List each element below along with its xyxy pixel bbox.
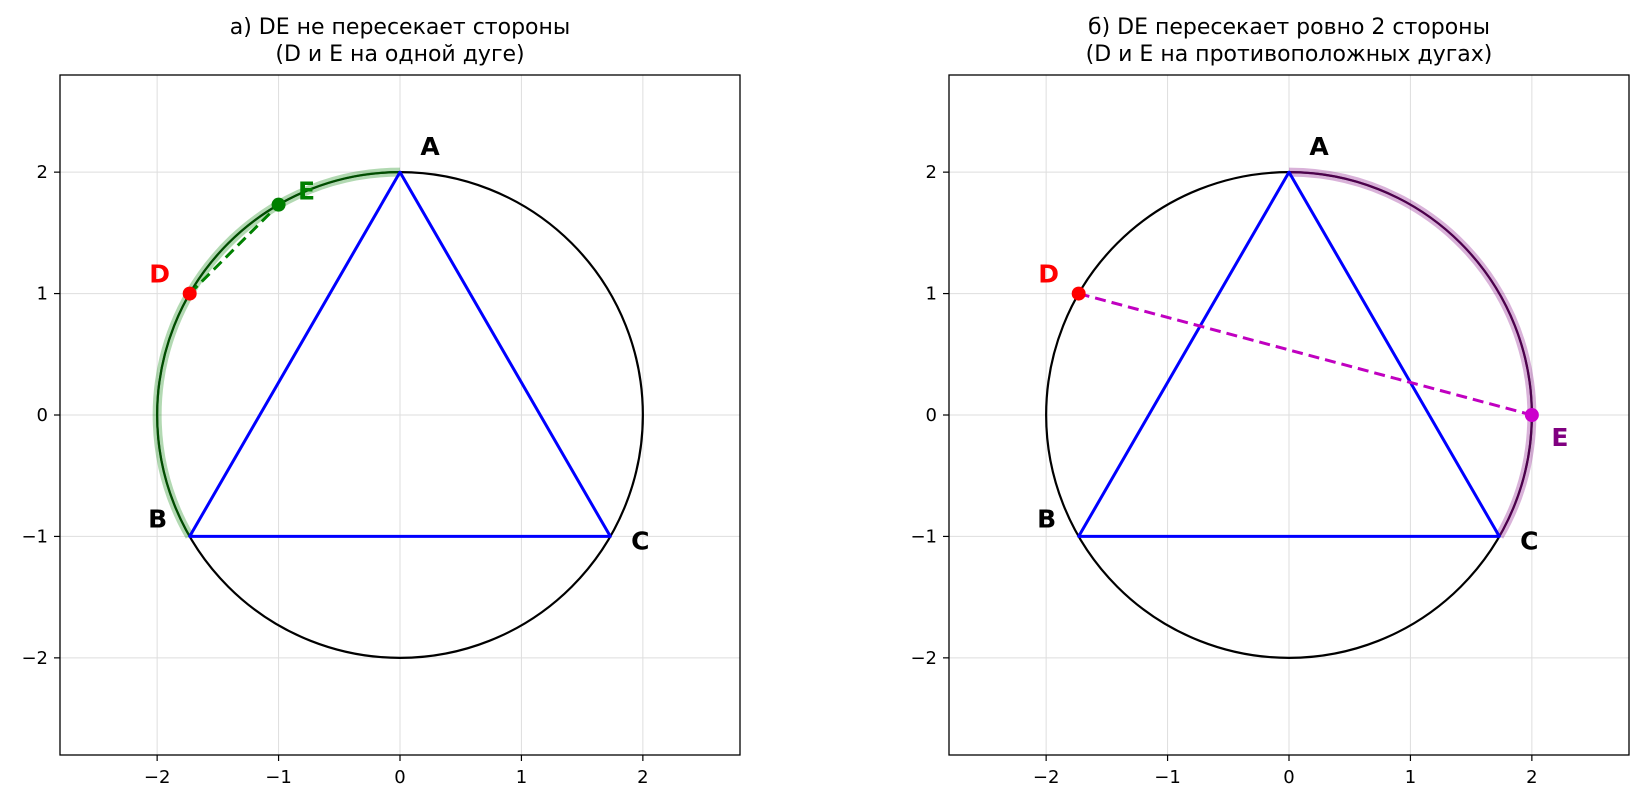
y-tick-label: 1 — [926, 284, 937, 305]
x-tick-label: 1 — [516, 767, 527, 788]
y-tick-label: −1 — [21, 526, 48, 547]
y-tick-label: 0 — [926, 405, 937, 426]
triangle-abc — [188, 170, 612, 538]
chart-title-line-1: б) DE пересекает ровно 2 стороны — [1088, 15, 1490, 40]
plot-frame — [948, 74, 1630, 756]
chart-panel-2: б) DE пересекает ровно 2 стороны(D и E н… — [910, 15, 1630, 788]
point-label-d: D — [1038, 260, 1059, 289]
triangle-abc — [1077, 170, 1501, 538]
x-tick-label: 2 — [637, 767, 648, 788]
chart-title-line-2: (D и E на одной дуге) — [275, 42, 524, 67]
vertex-label-b: B — [148, 504, 167, 533]
point-d — [182, 286, 197, 301]
x-tick-label: 2 — [1526, 767, 1537, 788]
chart-title-line-1: а) DE не пересекает стороны — [230, 15, 571, 40]
segment-de — [188, 203, 280, 295]
x-tick-label: −2 — [1033, 767, 1060, 788]
vertex-label-a: A — [1309, 132, 1329, 161]
x-tick-label: −2 — [144, 767, 171, 788]
x-tick-label: 0 — [394, 767, 405, 788]
chart-panel-1: а) DE не пересекает стороны(D и E на одн… — [21, 15, 741, 788]
vertex-label-b: B — [1037, 504, 1056, 533]
y-tick-label: −2 — [21, 648, 48, 669]
point-label-e: E — [298, 177, 315, 206]
point-label-d: D — [149, 260, 170, 289]
highlight-arc-core — [1288, 171, 1533, 537]
vertex-label-c: C — [1520, 526, 1538, 555]
vertex-label-a: A — [420, 132, 440, 161]
y-tick-label: 2 — [37, 162, 48, 183]
chart-title-line-2: (D и E на противоположных дугах) — [1086, 42, 1493, 67]
point-label-e: E — [1551, 423, 1568, 452]
plot-frame — [59, 74, 741, 756]
y-tick-label: 2 — [926, 162, 937, 183]
y-tick-label: −1 — [910, 526, 937, 547]
x-tick-label: −1 — [265, 767, 292, 788]
point-e — [271, 197, 286, 212]
segment-de — [1078, 292, 1533, 417]
y-tick-label: 1 — [37, 284, 48, 305]
y-tick-label: −2 — [910, 648, 937, 669]
grid — [60, 75, 740, 755]
y-tick-label: 0 — [37, 405, 48, 426]
x-tick-label: 1 — [1405, 767, 1416, 788]
point-e — [1524, 408, 1539, 422]
x-tick-label: −1 — [1154, 767, 1181, 788]
x-tick-label: 0 — [1283, 767, 1294, 788]
vertex-label-c: C — [631, 526, 649, 555]
point-d — [1071, 286, 1086, 301]
